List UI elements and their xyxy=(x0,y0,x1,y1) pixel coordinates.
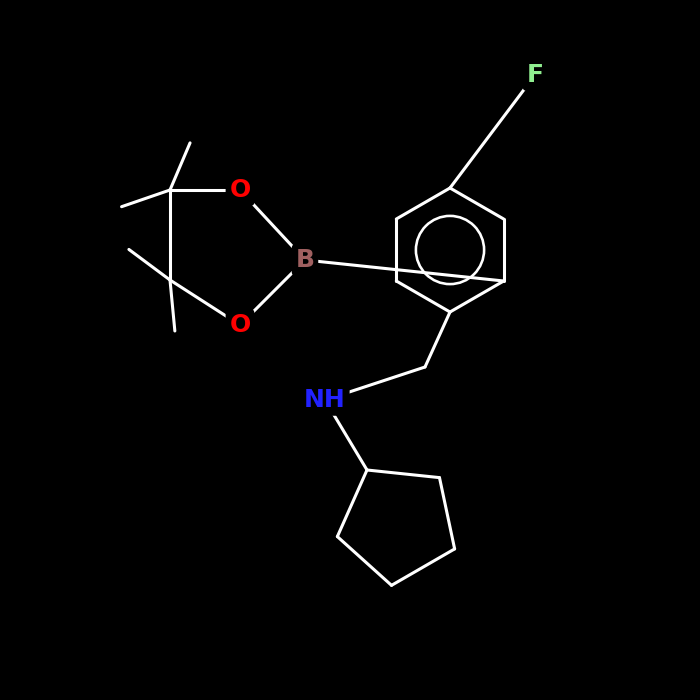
Text: B: B xyxy=(295,248,314,272)
Text: NH: NH xyxy=(304,388,346,412)
Text: F: F xyxy=(526,63,543,87)
Text: O: O xyxy=(230,313,251,337)
Text: O: O xyxy=(230,178,251,202)
